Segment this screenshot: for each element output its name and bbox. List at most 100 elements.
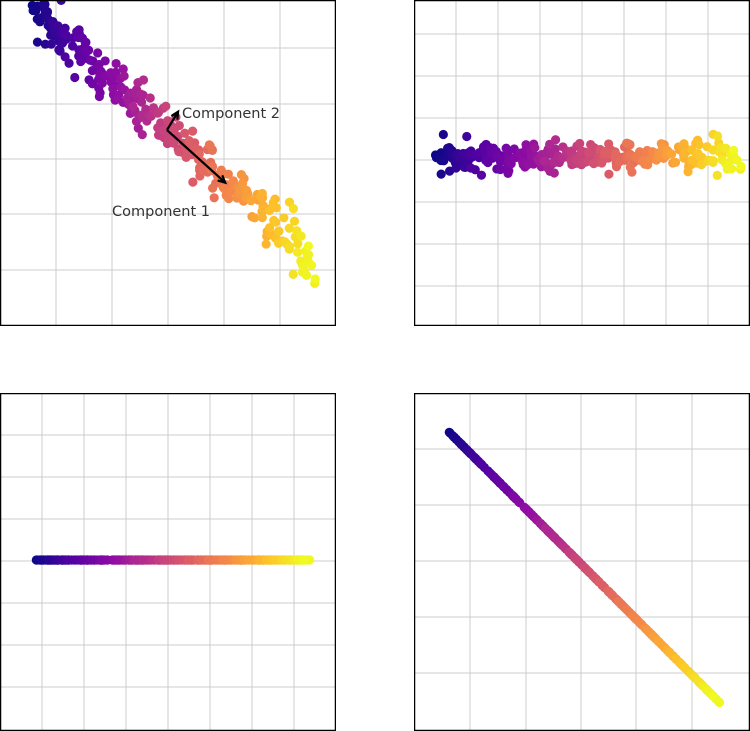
scatter-point bbox=[216, 165, 226, 175]
scatter-point bbox=[203, 555, 214, 565]
scatter-point bbox=[476, 459, 486, 469]
scatter-point bbox=[226, 186, 236, 197]
scatter-point bbox=[270, 217, 281, 227]
component-2-label: Component 2 bbox=[182, 106, 280, 122]
scatter-point bbox=[667, 149, 677, 159]
scatter-panel-top-right bbox=[414, 0, 750, 326]
scatter-point bbox=[503, 168, 513, 178]
scatter-point bbox=[138, 75, 149, 85]
scatter-point bbox=[298, 261, 308, 271]
scatter-point bbox=[584, 567, 594, 577]
scatter-point bbox=[204, 140, 214, 150]
scatter-point bbox=[622, 138, 632, 148]
grid-lines bbox=[0, 393, 336, 731]
scatter-point bbox=[100, 56, 110, 66]
scatter-point bbox=[310, 274, 320, 284]
scatter-point bbox=[665, 648, 675, 658]
scatter-point bbox=[46, 39, 56, 49]
scatter-points bbox=[430, 129, 746, 180]
scatter-point bbox=[550, 135, 561, 145]
scatter-panel-top-left: Component 1 Component 2 bbox=[0, 0, 336, 326]
scatter-point bbox=[53, 21, 63, 31]
scatter-point bbox=[136, 97, 147, 107]
scatter-point bbox=[679, 139, 689, 149]
scatter-point bbox=[236, 169, 246, 180]
scatter-point bbox=[209, 193, 219, 203]
scatter-point bbox=[495, 164, 506, 175]
scatter-point bbox=[60, 52, 70, 62]
scatter-point bbox=[575, 138, 585, 149]
scatter-point bbox=[476, 170, 487, 180]
scatter-point bbox=[246, 196, 256, 206]
scatter-point bbox=[118, 64, 128, 74]
scatter-point bbox=[727, 164, 737, 174]
scatter-point bbox=[84, 45, 94, 55]
scatter-point bbox=[604, 169, 614, 179]
scatter-point bbox=[261, 239, 271, 249]
scatter-point bbox=[85, 55, 95, 65]
scatter-point bbox=[56, 0, 66, 6]
scatter-point bbox=[145, 93, 155, 103]
scatter-point bbox=[257, 188, 267, 199]
scatter-point bbox=[174, 147, 184, 157]
scatter-point bbox=[466, 163, 476, 173]
scatter-point bbox=[635, 147, 645, 157]
scatter-point bbox=[523, 159, 533, 170]
scatter-plot-projected-flat bbox=[0, 393, 336, 731]
scatter-point bbox=[574, 557, 584, 567]
scatter-plot-correlated: Component 1 Component 2 bbox=[0, 0, 336, 326]
scatter-point bbox=[501, 143, 511, 153]
scatter-point bbox=[670, 157, 681, 167]
scatter-point bbox=[729, 145, 739, 155]
scatter-point bbox=[113, 93, 123, 103]
scatter-point bbox=[111, 58, 121, 69]
scatter-point bbox=[273, 226, 284, 236]
scatter-point bbox=[721, 143, 731, 153]
scatter-point bbox=[119, 71, 129, 81]
scatter-point bbox=[32, 37, 43, 47]
scatter-point bbox=[76, 56, 86, 67]
scatter-point bbox=[108, 84, 118, 94]
scatter-point bbox=[589, 158, 599, 169]
scatter-point bbox=[138, 90, 148, 100]
scatter-point bbox=[303, 241, 313, 251]
scatter-point bbox=[467, 150, 477, 160]
component-arrow-head bbox=[217, 174, 228, 185]
scatter-point bbox=[299, 555, 309, 565]
scatter-point bbox=[223, 169, 233, 179]
scatter-point bbox=[451, 163, 461, 173]
scatter-point bbox=[736, 161, 746, 171]
scatter-point bbox=[169, 124, 180, 134]
scatter-point bbox=[271, 203, 281, 213]
scatter-point bbox=[38, 0, 49, 9]
scatter-point bbox=[462, 131, 472, 142]
scatter-point bbox=[708, 156, 718, 166]
component-1-label: Component 1 bbox=[112, 204, 210, 220]
scatter-point bbox=[224, 194, 234, 204]
scatter-point bbox=[708, 691, 718, 701]
scatter-point bbox=[539, 156, 549, 166]
scatter-point bbox=[161, 101, 171, 111]
scatter-point bbox=[94, 91, 104, 102]
scatter-point bbox=[128, 101, 138, 112]
scatter-point bbox=[208, 183, 218, 193]
scatter-point bbox=[97, 78, 107, 88]
component-arrows: Component 1 Component 2 bbox=[112, 106, 280, 220]
scatter-plot-rotated bbox=[414, 0, 750, 326]
scatter-point bbox=[521, 140, 531, 150]
scatter-point bbox=[264, 223, 275, 233]
component-arrow-head bbox=[170, 109, 180, 120]
scatter-point bbox=[696, 160, 707, 170]
scatter-point bbox=[31, 6, 41, 16]
scatter-point bbox=[483, 157, 493, 168]
scatter-point bbox=[257, 213, 267, 223]
scatter-points bbox=[27, 0, 320, 288]
component-arrow-shaft bbox=[166, 111, 180, 131]
scatter-point bbox=[158, 126, 168, 136]
scatter-point bbox=[292, 247, 303, 257]
scatter-point bbox=[712, 131, 723, 141]
scatter-point bbox=[549, 168, 559, 178]
scatter-point bbox=[188, 177, 198, 187]
scatter-panel-bottom-left bbox=[0, 393, 336, 731]
scatter-point bbox=[438, 129, 448, 140]
